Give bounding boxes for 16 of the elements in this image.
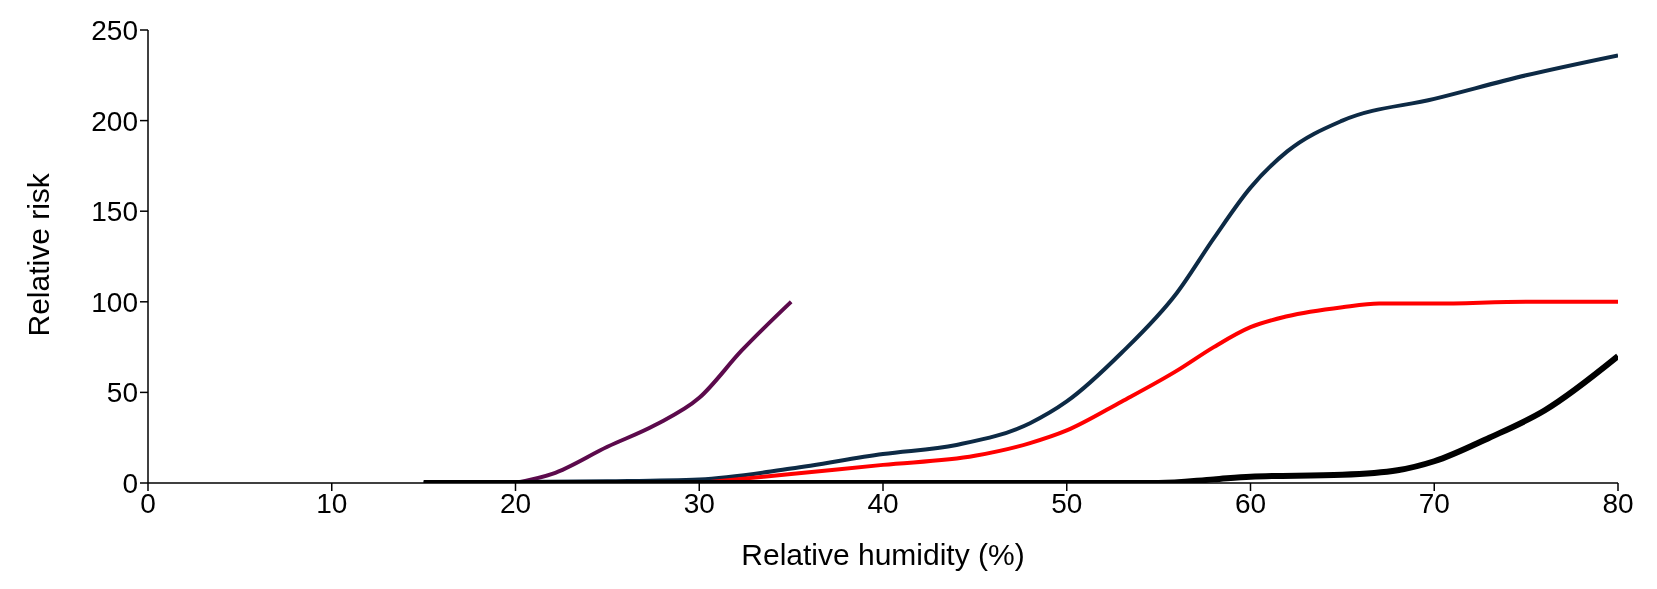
y-tick-label: 200 [91, 105, 138, 137]
x-tick-label: 60 [1234, 487, 1267, 519]
y-axis-title: Relative risk [21, 172, 55, 337]
x-tick-label: 30 [683, 487, 715, 519]
x-tick-label: 80 [1602, 487, 1634, 519]
x-tick-label: 40 [867, 487, 899, 519]
y-tick-label: 100 [91, 286, 138, 318]
x-tick-label: 20 [499, 487, 532, 519]
x-tick-label: 70 [1418, 487, 1450, 519]
y-tick-label: 0 [122, 467, 138, 499]
y-tick-label: 50 [106, 377, 138, 409]
x-axis-title: Relative humidity (%) [741, 538, 1025, 571]
x-tick-label: 50 [1051, 487, 1083, 519]
y-tick-label: 150 [91, 196, 138, 228]
x-tick-label: 10 [316, 487, 348, 519]
y-tick-label: 250 [91, 14, 138, 46]
